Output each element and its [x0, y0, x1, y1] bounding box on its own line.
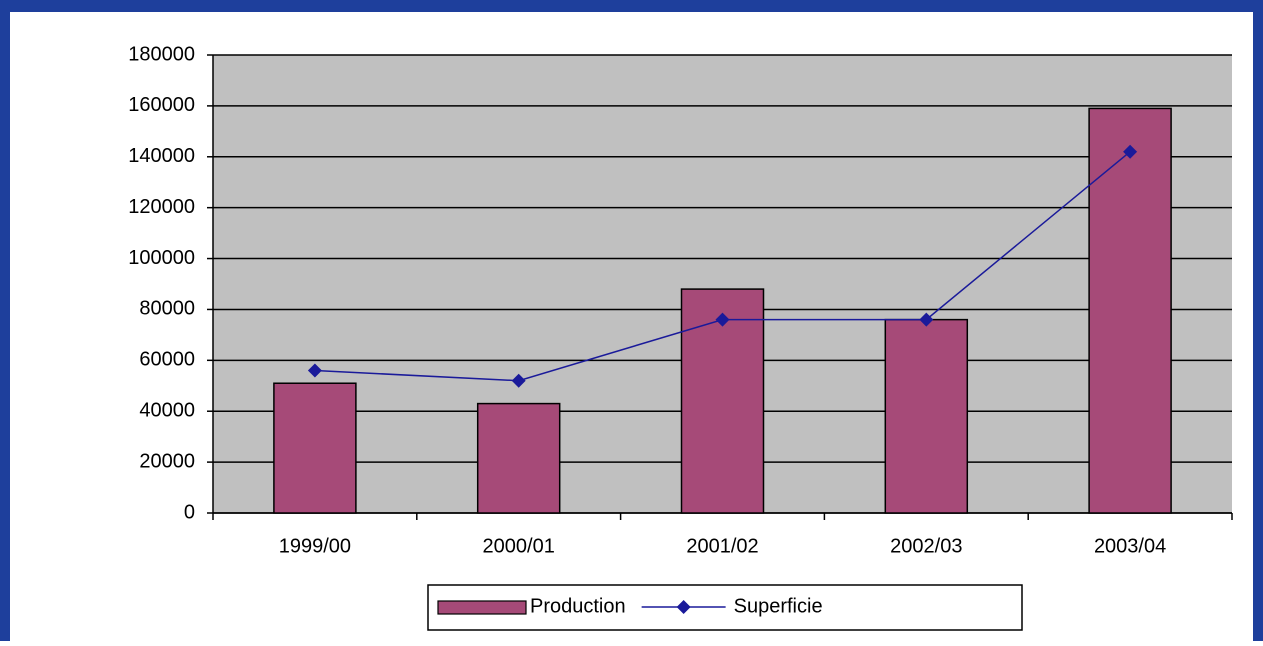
- y-tick-label: 20000: [139, 450, 195, 472]
- y-tick-label: 180000: [128, 43, 195, 65]
- marker: [307, 363, 322, 378]
- y-tick-label: 80000: [139, 298, 195, 320]
- legend-label: Superficie: [734, 595, 823, 617]
- y-tick-label: 40000: [139, 400, 195, 422]
- marker: [919, 312, 934, 327]
- marker: [511, 373, 526, 388]
- x-tick-label: 1999/00: [279, 535, 351, 557]
- y-tick-label: 0: [184, 501, 195, 523]
- bar: [273, 382, 357, 514]
- x-tick-label: 2003/04: [1094, 535, 1166, 557]
- legend-label: Production: [530, 595, 626, 617]
- legend-swatch: [437, 600, 527, 615]
- x-tick-label: 2001/02: [686, 535, 758, 557]
- y-tick-label: 60000: [139, 349, 195, 371]
- x-tick-label: 2002/03: [890, 535, 962, 557]
- y-tick-label: 160000: [128, 94, 195, 116]
- bar: [476, 402, 561, 514]
- y-tick-label: 120000: [128, 196, 195, 218]
- bar: [884, 318, 969, 514]
- marker: [715, 312, 730, 327]
- bar: [1088, 107, 1172, 514]
- y-tick-label: 100000: [128, 247, 195, 269]
- y-tick-label: 140000: [128, 145, 195, 167]
- x-tick-label: 2000/01: [483, 535, 555, 557]
- legend-marker: [676, 600, 691, 614]
- marker: [1123, 144, 1138, 159]
